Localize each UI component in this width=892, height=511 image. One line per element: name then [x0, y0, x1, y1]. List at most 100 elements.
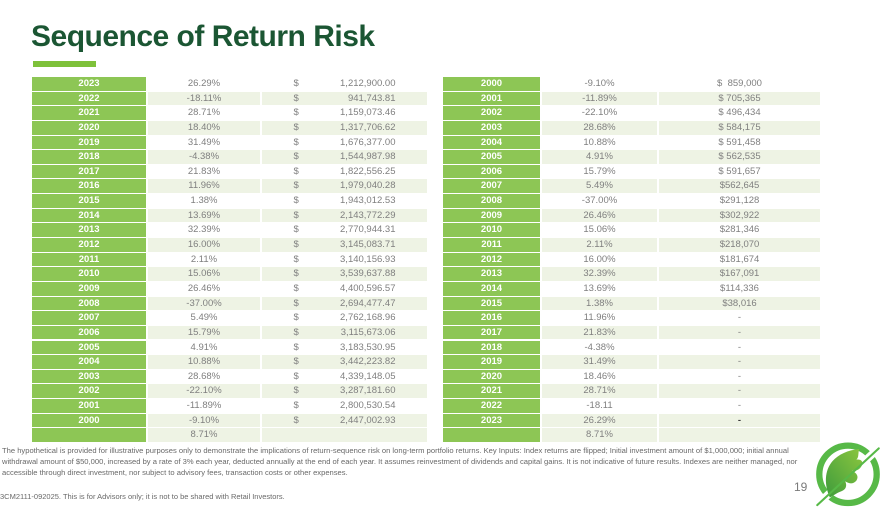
- return-pct-cell: -18.11%: [148, 91, 260, 106]
- table-row: 2008 -37.00% $2,694,477.47: [32, 296, 427, 311]
- portfolio-value-cell: $2,447,002.93: [262, 413, 427, 428]
- accounting-value: $2,694,477.47: [293, 297, 396, 309]
- table-row: 2022 -18.11 -: [443, 399, 820, 413]
- return-pct-cell: 26.46%: [187, 282, 221, 294]
- year-cell: 2002: [443, 106, 540, 120]
- table-row: 2023 26.29% $1,212,900.00: [32, 77, 427, 91]
- footnote-disclosure: The hypothetical is provided for illustr…: [2, 446, 798, 477]
- portfolio-value-cell: $941,743.81: [262, 91, 427, 106]
- portfolio-value-cell: $ 591,657: [718, 165, 761, 177]
- return-pct-cell: -22.10%: [581, 107, 618, 119]
- year-cell: 2016: [443, 311, 540, 325]
- portfolio-value-cell: $218,070: [659, 238, 820, 252]
- portfolio-value-cell: $4,400,596.57: [262, 282, 427, 296]
- return-pct-cell: 26.46%: [542, 208, 657, 223]
- return-pct-cell: 15.79%: [583, 165, 616, 177]
- return-pct-cell: 28.71%: [187, 107, 221, 119]
- year-cell: 2013: [443, 267, 540, 281]
- return-pct-cell: 8.71%: [148, 428, 260, 442]
- table-row: 8.71%: [443, 428, 820, 442]
- return-pct-cell: 11.96%: [148, 179, 260, 194]
- return-pct-cell: 5.49%: [190, 312, 218, 324]
- return-pct-cell: -22.10%: [148, 384, 260, 399]
- return-pct-cell: 13.69%: [583, 282, 616, 294]
- year-cell: 2012: [32, 238, 146, 252]
- accounting-value: $1,159,073.46: [293, 107, 396, 119]
- table-row: 2006 15.79% $ 591,657: [443, 164, 820, 179]
- table-row: 2009 26.46% $4,400,596.57: [32, 281, 427, 296]
- portfolio-value-cell: $291,128: [719, 195, 760, 207]
- return-pct-cell: 13.69%: [148, 208, 260, 223]
- table-row: 2012 16.00% $3,145,083.71: [32, 238, 427, 252]
- portfolio-value-cell: $562,645: [659, 179, 820, 194]
- accounting-value: $3,145,083.71: [293, 239, 396, 251]
- portfolio-value-cell: $3,140,156.93: [262, 253, 427, 267]
- portfolio-value-cell: $1,943,012.53: [262, 194, 427, 208]
- table-row: 2020 18.46% -: [443, 369, 820, 384]
- return-pct-cell: 32.39%: [187, 224, 221, 236]
- returns-table-ascending: 2000 -9.10% $ 859,000 2001 -11.89% $ 705,365 2…: [443, 77, 820, 442]
- table-row: 2016 11.96% -: [443, 311, 820, 325]
- accounting-value: $3,183,530.95: [293, 341, 396, 353]
- year-cell: 2006: [32, 325, 146, 340]
- table-row: 2000 -9.10% $2,447,002.93: [32, 413, 427, 428]
- year-cell: [443, 428, 540, 442]
- portfolio-value-cell: $2,694,477.47: [262, 296, 427, 311]
- table-row: 2019 31.49% -: [443, 355, 820, 369]
- year-cell: 2001: [32, 399, 146, 413]
- year-cell: 2009: [443, 208, 540, 223]
- return-pct-cell: -37.00%: [581, 195, 618, 207]
- return-pct-cell: 10.88%: [583, 136, 616, 148]
- return-pct-cell: 15.79%: [148, 325, 260, 340]
- year-cell: 2009: [32, 281, 146, 296]
- year-cell: 2010: [32, 267, 146, 281]
- year-cell: 2022: [443, 399, 540, 413]
- return-pct-cell: 4.91%: [190, 341, 218, 353]
- table-row: 2002 -22.10% $ 496,434: [443, 106, 820, 120]
- return-pct-cell: 28.71%: [542, 384, 657, 399]
- portfolio-value-cell: [262, 428, 427, 442]
- portfolio-value-cell: $2,800,530.54: [262, 399, 427, 413]
- year-cell: 2017: [443, 325, 540, 340]
- year-cell: 2015: [443, 296, 540, 311]
- return-pct-cell: -4.38%: [584, 341, 615, 353]
- year-cell: 2010: [443, 223, 540, 237]
- portfolio-value-cell: -: [737, 400, 742, 412]
- table-row: 2021 28.71% -: [443, 384, 820, 399]
- year-cell: 2005: [32, 340, 146, 355]
- year-cell: 2011: [443, 238, 540, 252]
- table-row: 2017 21.83% $1,822,556.25: [32, 164, 427, 179]
- return-pct-cell: -18.11: [586, 400, 613, 412]
- table-row: 2013 32.39% $2,770,944.31: [32, 223, 427, 237]
- return-pct-cell: 11.96%: [583, 312, 616, 324]
- year-cell: 2014: [32, 208, 146, 223]
- return-pct-cell: -11.89%: [542, 91, 657, 106]
- return-pct-cell: 28.68%: [187, 370, 221, 382]
- return-pct-cell: 21.83%: [542, 325, 657, 340]
- year-cell: 2001: [443, 91, 540, 106]
- accounting-value: $2,770,944.31: [293, 224, 396, 236]
- year-cell: 2013: [32, 223, 146, 237]
- return-pct-cell: -9.10%: [584, 78, 615, 89]
- year-cell: 2017: [32, 164, 146, 179]
- return-pct-cell: 1.38%: [542, 296, 657, 311]
- year-cell: 2022: [32, 91, 146, 106]
- return-pct-cell: 2.11%: [542, 238, 657, 252]
- return-pct-cell: 5.49%: [542, 179, 657, 194]
- year-cell: 2004: [32, 355, 146, 369]
- portfolio-value-cell: -: [659, 384, 820, 399]
- table-row: 2010 15.06% $3,539,637.88: [32, 267, 427, 281]
- return-pct-cell: 26.29%: [542, 413, 657, 428]
- table-row: 2004 10.88% $3,442,223.82: [32, 355, 427, 369]
- portfolio-value-cell: -: [737, 341, 742, 353]
- year-cell: 2004: [443, 135, 540, 150]
- page-number: 19: [794, 480, 808, 494]
- return-pct-cell: 18.46%: [583, 370, 616, 382]
- table-row: 2000 -9.10% $ 859,000: [443, 77, 820, 91]
- table-row: 2006 15.79% $3,115,673.06: [32, 325, 427, 340]
- portfolio-value-cell: -: [659, 355, 820, 369]
- portfolio-value-cell: $3,442,223.82: [262, 355, 427, 369]
- year-cell: 2015: [32, 194, 146, 208]
- portfolio-value-cell: $1,822,556.25: [262, 165, 427, 179]
- table-row: 2005 4.91% $ 562,535: [443, 150, 820, 164]
